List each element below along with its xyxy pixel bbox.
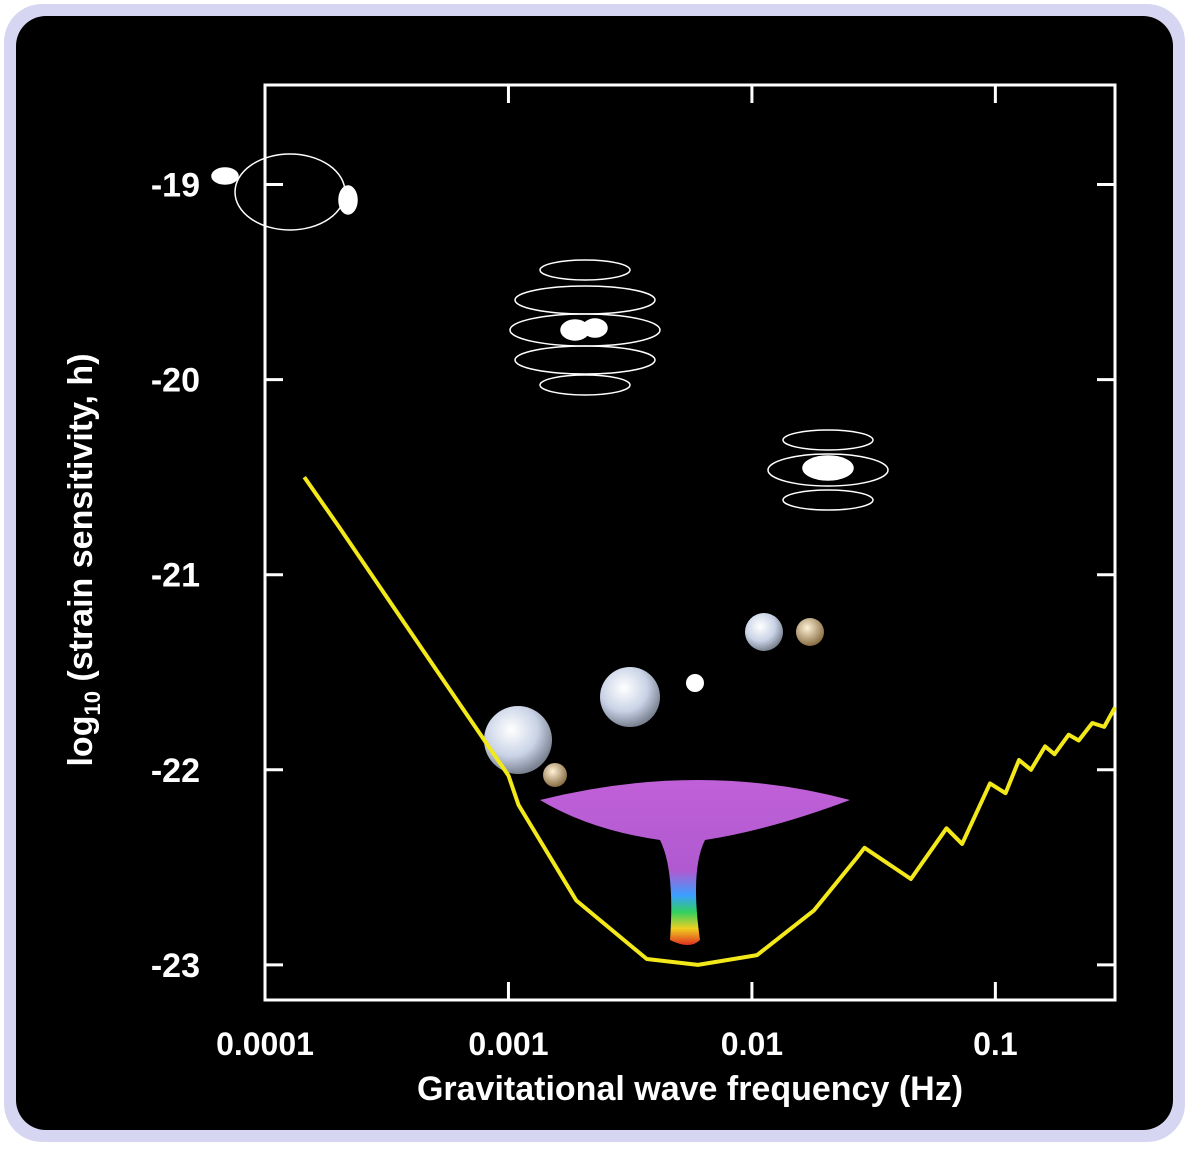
x-axis-label: Gravitational wave frequency (Hz) <box>417 1070 963 1108</box>
y-label-suffix: (strain sensitivity, h) <box>62 353 100 691</box>
y-tick-label: -22 <box>151 752 200 790</box>
x-tick-label: 0.001 <box>468 1026 548 1062</box>
y-tick-label: -23 <box>151 947 200 985</box>
y-label-subscript: 10 <box>80 691 105 715</box>
x-tick-label: 0.1 <box>973 1026 1017 1062</box>
y-tick-label: -21 <box>151 557 200 595</box>
x-tick-label: 0.01 <box>721 1026 783 1062</box>
y-tick-label: -20 <box>151 362 200 400</box>
x-tick-label: 0.0001 <box>216 1026 314 1062</box>
y-tick-label: -19 <box>151 166 200 204</box>
y-label-text: log <box>62 716 100 767</box>
chart: Gravitational wave frequency (Hz) log10 … <box>0 0 1189 1146</box>
